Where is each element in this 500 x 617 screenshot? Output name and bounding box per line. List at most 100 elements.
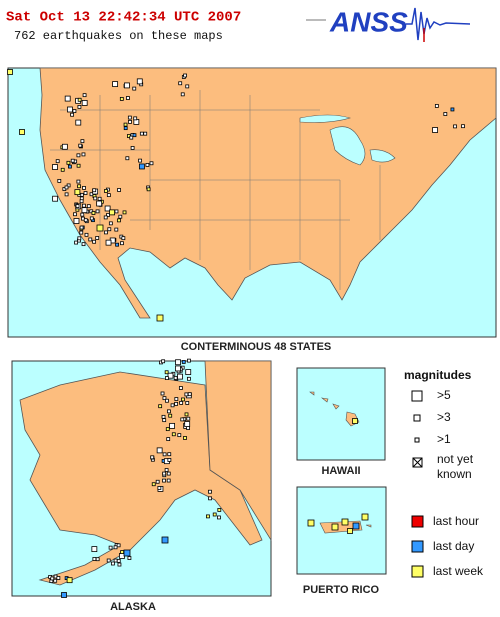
quake-marker: [165, 398, 169, 403]
quake-marker: [184, 412, 189, 417]
quake-marker: [453, 124, 457, 129]
quake-marker: [212, 512, 217, 517]
quake-marker: [52, 164, 58, 170]
quake-marker: [162, 471, 167, 476]
quake-marker: [161, 359, 166, 364]
quake-marker: [110, 561, 115, 566]
quake-marker: [52, 195, 59, 202]
quake-marker: [84, 232, 89, 237]
quake-marker: [184, 421, 191, 427]
legend-label: known: [437, 467, 472, 481]
quake-marker: [208, 496, 212, 501]
logo: ANSS: [306, 6, 471, 42]
quake-marker: [55, 159, 60, 164]
quake-marker: [120, 550, 125, 554]
quake-marker: [331, 523, 339, 531]
quake-marker: [76, 179, 81, 184]
quake-marker: [106, 193, 111, 198]
quake-marker: [97, 196, 102, 201]
quake-marker: [107, 227, 112, 232]
quake-marker: [168, 413, 173, 418]
quake-marker: [96, 200, 103, 207]
quake-marker: [103, 215, 108, 220]
quake-marker: [77, 104, 82, 109]
quake-marker: [122, 210, 127, 215]
quake-marker: [361, 513, 369, 521]
quake-marker: [80, 212, 85, 217]
quake-marker: [206, 514, 210, 519]
quake-marker: [70, 112, 74, 117]
quake-marker: [145, 163, 150, 167]
quake-marker: [156, 314, 164, 322]
quake-marker: [115, 242, 119, 247]
quake-marker: [77, 184, 81, 189]
quake-marker: [76, 153, 81, 158]
quake-marker: [185, 84, 190, 89]
legend-label: >5: [437, 388, 451, 402]
legend-label: last week: [433, 564, 484, 578]
quake-marker: [177, 433, 182, 438]
quake-marker: [136, 78, 143, 85]
quake-marker: [79, 230, 84, 235]
quake-marker: [109, 209, 115, 216]
quake-marker: [81, 152, 86, 157]
quake-marker: [132, 133, 137, 138]
quake-marker: [149, 161, 154, 166]
quake-marker: [57, 178, 62, 183]
legend-symbol: [414, 437, 420, 443]
quake-marker: [72, 109, 77, 113]
quake-marker: [92, 239, 97, 244]
legend-symbol: [413, 414, 421, 422]
quake-marker: [165, 427, 170, 432]
summary: 762 earthquakes on these maps: [14, 29, 223, 43]
quake-marker: [53, 578, 58, 583]
quake-marker: [88, 237, 93, 242]
quake-marker: [443, 112, 448, 116]
quake-marker: [175, 359, 181, 366]
legend-title: magnitudes: [404, 368, 472, 382]
quake-marker: [113, 558, 118, 563]
quake-marker: [138, 158, 142, 163]
quake-marker: [217, 515, 221, 520]
quake-marker: [105, 239, 112, 246]
quake-marker: [164, 370, 169, 375]
quake-marker: [161, 536, 169, 544]
legend-label: >3: [437, 410, 451, 424]
quake-marker: [95, 209, 100, 214]
quake-marker: [123, 122, 128, 127]
quake-marker: [81, 100, 88, 106]
quake-marker: [352, 522, 360, 530]
quake-marker: [126, 96, 130, 100]
quake-marker: [74, 240, 78, 245]
quake-marker: [50, 576, 55, 581]
quake-marker: [121, 236, 126, 241]
region-label: PUERTO RICO: [303, 584, 380, 596]
quake-marker: [347, 528, 353, 534]
quake-marker: [108, 221, 113, 226]
quake-marker: [81, 242, 86, 247]
quake-marker: [461, 124, 465, 129]
quake-marker: [82, 186, 86, 190]
quake-marker: [127, 115, 132, 120]
quake-marker: [114, 209, 119, 214]
quake-marker: [114, 227, 119, 232]
quake-marker: [167, 409, 171, 414]
quake-marker: [96, 224, 104, 232]
quake-marker: [112, 81, 118, 87]
quake-marker: [70, 158, 75, 163]
quake-marker: [183, 73, 187, 78]
quake-marker: [128, 119, 132, 124]
quake-marker: [61, 143, 68, 150]
legend-label: >1: [437, 432, 451, 446]
quake-marker: [155, 479, 160, 484]
quake-marker: [150, 455, 155, 460]
legend-symbol: [411, 515, 424, 528]
legend-symbol: [411, 540, 424, 553]
quake-marker: [178, 81, 183, 86]
quake-marker: [120, 241, 124, 246]
quake-marker: [91, 211, 96, 215]
quake-marker: [307, 519, 315, 527]
quake-marker: [352, 418, 358, 424]
quake-marker: [187, 392, 192, 397]
